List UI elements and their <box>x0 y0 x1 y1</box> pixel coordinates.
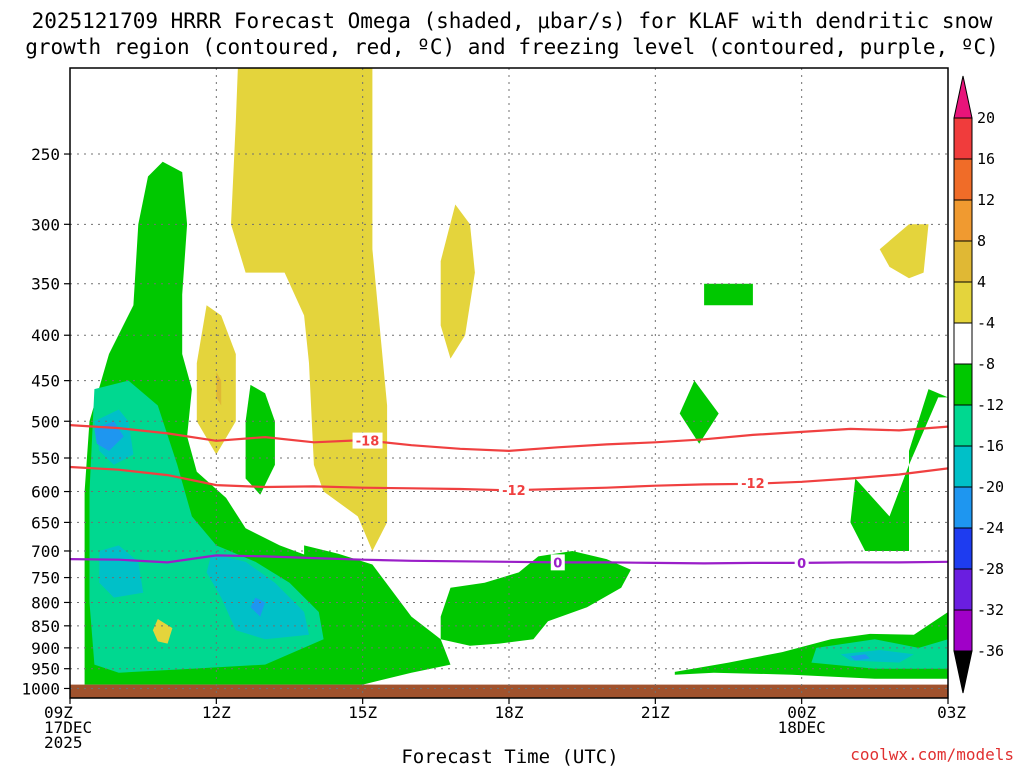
contour-label-0: -18 <box>356 435 380 450</box>
colorbar-cell-7 <box>953 404 973 447</box>
omega-colorbar: 20 16 12 8 4 -4 -8 -12 -16 -20 -24 -28 -32 -36 <box>953 75 1004 694</box>
y-tick-label-10: 750 <box>31 569 60 588</box>
x-tick-label-5-0: 00Z <box>787 703 816 722</box>
colorbar-cell-9 <box>953 486 973 529</box>
y-tick-label-5: 500 <box>31 412 60 431</box>
colorbar-label-2: 12 <box>977 191 995 209</box>
colorbar-label-9: -20 <box>977 478 1004 496</box>
title-line-2: growth region (contoured, red, ºC) and f… <box>25 35 999 59</box>
grid-lines <box>70 68 948 698</box>
omega-region-4-0 <box>231 68 388 551</box>
colorbar-label-5: -4 <box>977 314 995 332</box>
omega-region-4-2 <box>440 204 475 359</box>
y-tick-label-15: 1000 <box>21 679 60 698</box>
colorbar-cell-0 <box>953 117 973 160</box>
y-tick-label-4: 450 <box>31 372 60 391</box>
omega-region-0-4 <box>704 283 753 306</box>
x-tick-label-6-0: 03Z <box>937 703 966 722</box>
omega-region-4-4 <box>152 619 173 644</box>
colorbar-label-7: -12 <box>977 396 1004 414</box>
colorbar-label-10: -24 <box>977 519 1004 537</box>
colorbar-label-6: -8 <box>977 355 995 373</box>
colorbar-label-13: -36 <box>977 642 1004 660</box>
x-tick-label-4-0: 21Z <box>641 703 670 722</box>
contour-label-bg-3 <box>550 554 565 571</box>
contour-label-1: -12 <box>502 484 526 499</box>
colorbar-label-4: 4 <box>977 273 986 291</box>
title-line-1: 2025121709 HRRR Forecast Omega (shaded, … <box>32 9 993 33</box>
y-tick-label-14: 950 <box>31 660 60 679</box>
x-tick-label-0-2: 2025 <box>44 733 83 752</box>
contour-label-bg-1 <box>498 482 529 499</box>
colorbar-top-arrow <box>953 75 973 119</box>
omega-region-2-1 <box>99 545 144 598</box>
omega-region-3-1 <box>250 597 266 617</box>
colorbar-cell-8 <box>953 445 973 488</box>
x-tick-label-2-0: 15Z <box>348 703 377 722</box>
colorbar-label-8: -16 <box>977 437 1004 455</box>
credit-link[interactable]: coolwx.com/models <box>850 745 1014 764</box>
x-tick-label-1-0: 12Z <box>202 703 231 722</box>
x-tick-label-0-1: 17DEC <box>44 718 92 737</box>
contour-label-bg-2 <box>737 475 768 492</box>
colorbar-cell-1 <box>953 158 973 201</box>
colorbar-bottom-arrow <box>953 650 973 694</box>
colorbar-cell-2 <box>953 199 973 242</box>
y-tick-label-11: 800 <box>31 593 60 612</box>
omega-region-4-3 <box>879 224 929 279</box>
x-tick-label-0-0: 09Z <box>44 703 73 722</box>
contour-line-0 <box>70 424 948 453</box>
x-tick-label-5-1: 18DEC <box>778 718 826 737</box>
colorbar-label-3: 8 <box>977 232 986 250</box>
colorbar-cell-3 <box>953 240 973 283</box>
colorbar-cell-5 <box>953 322 973 365</box>
y-axis-ticks: 250 300 350 400 450 500 550 600 650 700 750 800 850 9… <box>21 145 70 698</box>
colorbar-label-1: 16 <box>977 150 995 168</box>
y-tick-label-2: 350 <box>31 275 60 294</box>
contour-label-3: 0 <box>553 556 562 571</box>
contour-label-4: 0 <box>797 557 806 572</box>
temperature-contours: -18 -12 -12 0 0 <box>70 424 948 572</box>
y-tick-label-9: 700 <box>31 542 60 561</box>
omega-region-3-2 <box>850 654 870 661</box>
colorbar-label-12: -32 <box>977 601 1004 619</box>
y-tick-label-7: 600 <box>31 483 60 502</box>
colorbar-cell-11 <box>953 568 973 611</box>
colorbar-label-0: 20 <box>977 109 995 127</box>
contour-label-2: -12 <box>741 477 765 492</box>
omega-region-0-3 <box>440 551 631 646</box>
y-tick-label-0: 250 <box>31 145 60 164</box>
y-tick-label-12: 850 <box>31 617 60 636</box>
y-tick-label-3: 400 <box>31 326 60 345</box>
title-block: 2025121709 HRRR Forecast Omega (shaded, … <box>25 9 999 59</box>
y-tick-label-13: 900 <box>31 639 60 658</box>
contour-label-bg-4 <box>794 554 809 571</box>
colorbar-cell-4 <box>953 281 973 324</box>
omega-region-0-1 <box>245 384 275 495</box>
x-axis-label: Forecast Time (UTC) <box>401 746 618 768</box>
y-tick-label-1: 300 <box>31 215 60 234</box>
omega-shaded-regions <box>84 68 948 685</box>
omega-region-2-2 <box>206 553 309 640</box>
y-tick-label-6: 550 <box>31 449 60 468</box>
y-tick-label-8: 650 <box>31 513 60 532</box>
omega-region-0-2 <box>304 545 451 673</box>
colorbar-cell-6 <box>953 363 973 406</box>
x-tick-label-3-0: 18Z <box>495 703 524 722</box>
colorbar-cell-10 <box>953 527 973 570</box>
colorbar-label-11: -28 <box>977 560 1004 578</box>
colorbar-cell-12 <box>953 609 973 652</box>
contour-label-bg-0 <box>352 432 383 449</box>
omega-region-0-5 <box>679 380 719 444</box>
